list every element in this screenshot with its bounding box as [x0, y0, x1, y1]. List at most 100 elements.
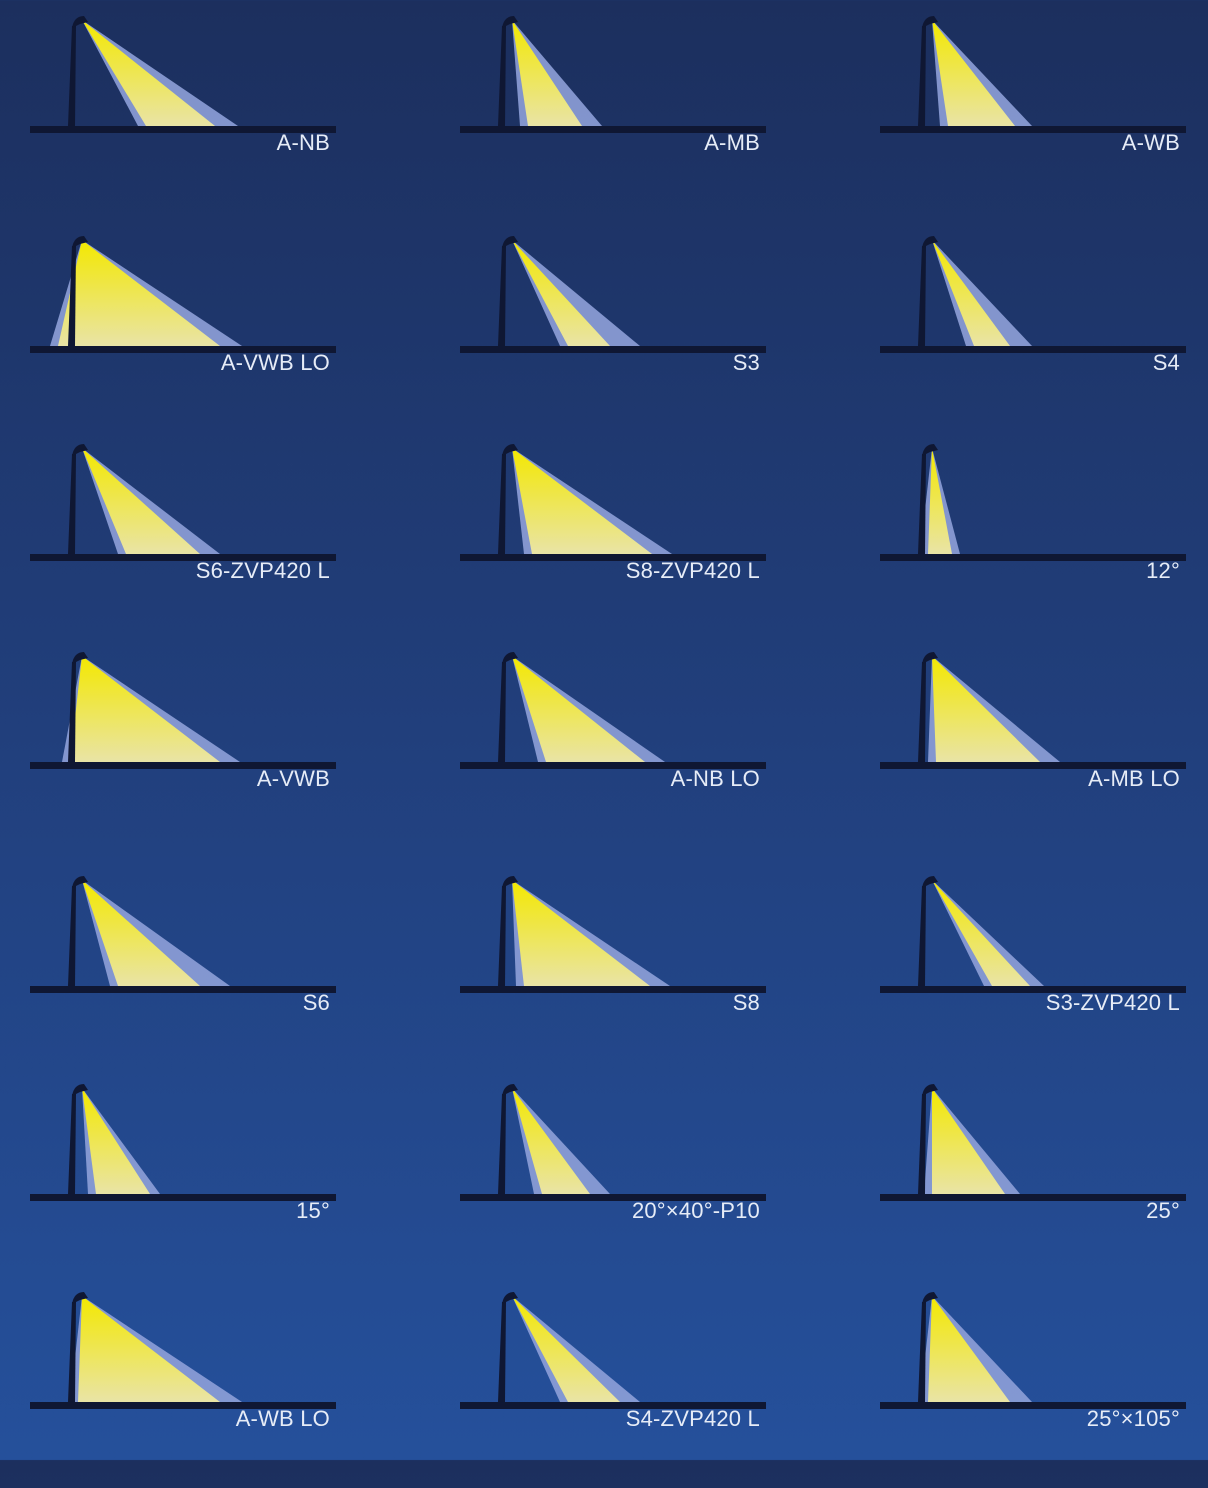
optic-label: S8 — [732, 990, 760, 1015]
pole — [918, 886, 926, 986]
optic-label: 25° — [1146, 1198, 1180, 1223]
beam-illustration — [30, 652, 336, 769]
lamp-head — [502, 16, 518, 28]
optic-label: 15° — [296, 1198, 330, 1223]
lamp-head — [72, 652, 88, 664]
optic-diagram: S8-ZVP420 L — [440, 440, 800, 640]
beam-illustration — [30, 876, 336, 993]
beam-illustration — [460, 876, 766, 993]
optic-diagram: 25° — [860, 1080, 1208, 1280]
beam-illustration — [880, 1292, 1186, 1409]
light-beam — [512, 448, 652, 554]
optic-diagram: A-VWB LO — [10, 232, 370, 432]
lamp-head — [502, 652, 518, 664]
light-beam — [82, 1088, 150, 1194]
pole — [68, 1302, 76, 1402]
ground-line — [880, 346, 1186, 353]
light-beam — [58, 240, 220, 346]
beam-illustration — [460, 16, 766, 133]
beam-illustration — [460, 1084, 766, 1201]
ground-line — [30, 986, 336, 993]
pole — [918, 662, 926, 762]
ground-line — [880, 554, 1186, 561]
lamp-head — [72, 876, 88, 888]
ground-line — [460, 126, 766, 133]
optic-label: S6-ZVP420 L — [195, 558, 330, 583]
beam-halo — [512, 240, 640, 346]
ground-line — [880, 1402, 1186, 1409]
beam-halo — [512, 1296, 640, 1402]
light-beam — [932, 656, 1040, 762]
optic-diagram: S6-ZVP420 L — [10, 440, 370, 640]
optic-label: S4-ZVP420 L — [625, 1406, 760, 1431]
lamp-head — [72, 236, 88, 248]
beam-illustration — [30, 444, 336, 561]
beam-halo — [932, 240, 1032, 346]
lamp-head — [502, 876, 518, 888]
beam-illustration — [880, 652, 1186, 769]
lamp-head — [502, 1084, 518, 1096]
pole — [498, 246, 506, 346]
ground-line — [460, 1194, 766, 1201]
light-beam — [82, 20, 215, 126]
beam-illustration — [30, 16, 336, 133]
beam-illustration — [880, 444, 1186, 561]
pole — [498, 886, 506, 986]
light-beam — [82, 880, 200, 986]
light-beam — [70, 656, 220, 762]
optic-diagram: S4-ZVP420 L — [440, 1288, 800, 1488]
pole — [498, 454, 506, 554]
light-beam — [512, 880, 650, 986]
pole — [918, 1302, 926, 1402]
ground-line — [880, 762, 1186, 769]
lamp-head — [72, 1292, 88, 1304]
pole — [68, 454, 76, 554]
optic-label: 12° — [1146, 558, 1180, 583]
optic-diagram: A-WB — [860, 12, 1208, 212]
lamp-head — [502, 1292, 518, 1304]
ground-line — [460, 554, 766, 561]
beam-illustration — [880, 876, 1186, 993]
lamp-head — [922, 444, 938, 456]
pole — [918, 26, 926, 126]
pole — [498, 1302, 506, 1402]
optic-label: A-VWB — [256, 766, 330, 791]
ground-line — [30, 1402, 336, 1409]
optic-label: S8-ZVP420 L — [625, 558, 760, 583]
light-beam — [928, 448, 952, 554]
ground-line — [880, 986, 1186, 993]
ground-line — [30, 762, 336, 769]
ground-line — [460, 762, 766, 769]
beam-illustration — [460, 652, 766, 769]
ground-line — [460, 346, 766, 353]
optic-label: 20°×40°-P10 — [631, 1198, 760, 1223]
ground-line — [30, 346, 336, 353]
optic-diagram: S3 — [440, 232, 800, 432]
optic-label: A-VWB LO — [220, 350, 330, 375]
beam-halo — [82, 20, 238, 126]
beam-illustration — [460, 1292, 766, 1409]
lamp-head — [72, 444, 88, 456]
light-beam — [932, 240, 1010, 346]
pole — [918, 1094, 926, 1194]
light-beam — [512, 1088, 590, 1194]
ground-line — [880, 1194, 1186, 1201]
optic-diagram: 12° — [860, 440, 1208, 640]
optic-diagram: S3-ZVP420 L — [860, 872, 1208, 1072]
pole — [68, 246, 76, 346]
ground-line — [460, 986, 766, 993]
lamp-head — [922, 1292, 938, 1304]
beam-illustration — [880, 1084, 1186, 1201]
beam-illustration — [30, 1084, 336, 1201]
light-beam — [512, 240, 610, 346]
optic-diagram: 15° — [10, 1080, 370, 1280]
optic-label: A-NB — [276, 130, 330, 155]
lamp-head — [72, 1084, 88, 1096]
lamp-head — [502, 444, 518, 456]
light-beam — [512, 1296, 620, 1402]
lamp-head — [922, 1084, 938, 1096]
beam-illustration — [460, 236, 766, 353]
beam-illustration — [880, 236, 1186, 353]
beam-illustration — [30, 236, 336, 353]
